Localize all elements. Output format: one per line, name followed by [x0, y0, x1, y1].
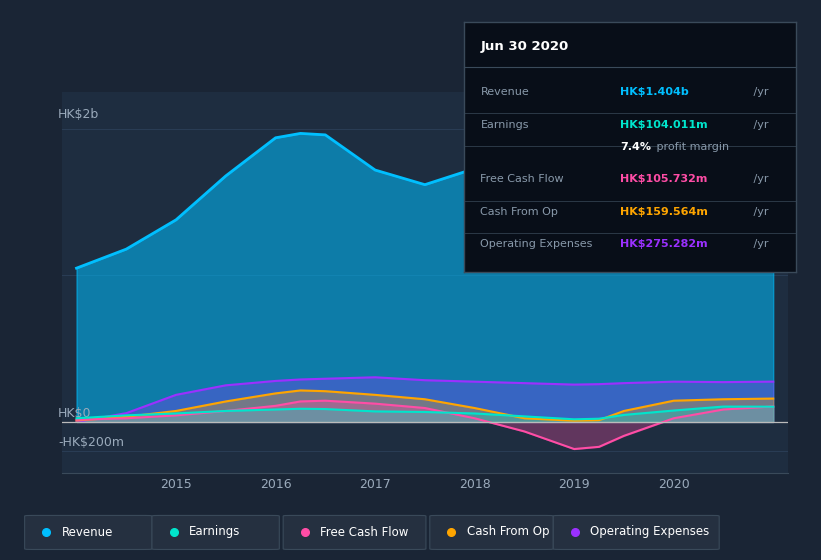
- Text: Free Cash Flow: Free Cash Flow: [320, 525, 409, 539]
- Text: Revenue: Revenue: [62, 525, 113, 539]
- Text: Operating Expenses: Operating Expenses: [590, 525, 709, 539]
- Text: /yr: /yr: [750, 174, 768, 184]
- Text: Earnings: Earnings: [189, 525, 241, 539]
- FancyBboxPatch shape: [283, 515, 426, 549]
- Text: 7.4%: 7.4%: [620, 142, 651, 152]
- Text: Cash From Op: Cash From Op: [480, 207, 558, 217]
- Text: Earnings: Earnings: [480, 120, 529, 129]
- FancyBboxPatch shape: [553, 515, 719, 549]
- Text: Free Cash Flow: Free Cash Flow: [480, 174, 564, 184]
- Text: /yr: /yr: [750, 87, 768, 97]
- Text: /yr: /yr: [750, 207, 768, 217]
- FancyBboxPatch shape: [430, 515, 553, 549]
- Text: Revenue: Revenue: [480, 87, 530, 97]
- Text: HK$159.564m: HK$159.564m: [620, 207, 708, 217]
- FancyBboxPatch shape: [152, 515, 279, 549]
- Text: HK$0: HK$0: [58, 407, 91, 420]
- Text: Jun 30 2020: Jun 30 2020: [480, 40, 569, 53]
- Text: -HK$200m: -HK$200m: [58, 436, 124, 449]
- Text: Cash From Op: Cash From Op: [467, 525, 549, 539]
- Text: HK$105.732m: HK$105.732m: [620, 174, 708, 184]
- Text: HK$1.404b: HK$1.404b: [620, 87, 689, 97]
- Text: HK$2b: HK$2b: [58, 109, 99, 122]
- Text: HK$275.282m: HK$275.282m: [620, 239, 708, 249]
- Text: profit margin: profit margin: [653, 142, 729, 152]
- Text: Operating Expenses: Operating Expenses: [480, 239, 593, 249]
- Text: /yr: /yr: [750, 239, 768, 249]
- FancyBboxPatch shape: [25, 515, 152, 549]
- Text: HK$104.011m: HK$104.011m: [620, 120, 708, 129]
- Text: /yr: /yr: [750, 120, 768, 129]
